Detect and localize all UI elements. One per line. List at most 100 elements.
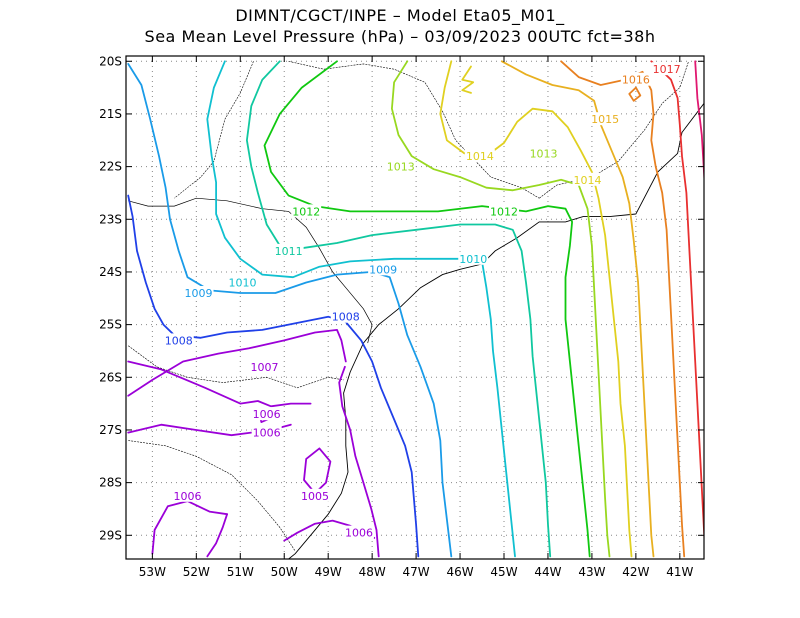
lon-tick-label: 52W: [183, 565, 210, 579]
isobar-1010: [206, 60, 516, 558]
lon-tick-label: 48W: [359, 565, 386, 579]
isobar-label: 1006: [345, 527, 373, 540]
isobar-label-background: [528, 146, 559, 160]
isobar-label-background: [620, 72, 651, 86]
isobar-label: 1013: [387, 161, 415, 174]
isobar-1014: [439, 60, 633, 558]
lon-tick-label: 49W: [315, 565, 342, 579]
lon-tick-label: 44W: [534, 565, 561, 579]
isobar-label-background: [385, 159, 416, 173]
isobar-1012: [263, 60, 591, 558]
lat-tick-label: 29S: [99, 528, 122, 542]
isobar-label-background: [273, 243, 304, 257]
isobar-label-background: [330, 309, 361, 323]
isobar-label-background: [183, 286, 214, 300]
lat-tick-label: 24S: [99, 265, 122, 279]
isobar-label: 1008: [165, 334, 193, 347]
isobar-1014: [461, 65, 475, 94]
lon-tick-label: 43W: [578, 565, 605, 579]
isobar-label-background: [163, 333, 194, 347]
state-border: [174, 61, 254, 199]
lat-tick-label: 21S: [99, 107, 122, 121]
isobar-1005: [303, 447, 332, 495]
isobar-label-background: [489, 204, 520, 218]
lat-tick-label: 28S: [99, 476, 122, 490]
isobar-label-background: [590, 112, 621, 126]
state-border: [539, 61, 689, 199]
isobar-1018: [694, 60, 704, 187]
chart-title-line-1: DIMNT/CGCT/INPE – Model Eta05_M01_: [235, 6, 565, 25]
isobar-1006: [338, 365, 380, 558]
isobar-1006: [206, 513, 228, 558]
isobar-label: 1010: [459, 253, 487, 266]
isobar-label: 1005: [301, 490, 329, 503]
isobar-1015: [500, 60, 655, 558]
isobar-label: 1010: [228, 276, 256, 289]
isobar-label-background: [464, 149, 495, 163]
isobar-labels: 1005 1006 1006 1006 1006 1007 1008 1008 1009 1009…: [163, 62, 682, 540]
lon-tick-label: 46W: [446, 565, 473, 579]
isobar-label-background: [227, 275, 258, 289]
isobar-1016: [628, 86, 642, 102]
isobar-label: 1014: [466, 150, 494, 163]
isobar-label-background: [251, 407, 282, 421]
isobar-label: 1007: [250, 361, 278, 374]
isobar-1006: [127, 360, 312, 408]
isobar-label-background: [300, 488, 331, 502]
border-line: [128, 197, 373, 344]
isobar-1007: [127, 329, 347, 397]
isobar-label-background: [572, 172, 603, 186]
isobar-label-background: [291, 204, 322, 218]
isobar-1016: [560, 60, 686, 558]
lat-tick-label: 20S: [99, 54, 122, 68]
isobar-1013: [391, 60, 611, 558]
isobar-label: 1006: [253, 427, 281, 440]
isobar-label: 1009: [185, 287, 213, 300]
isobar-label: 1012: [490, 205, 518, 218]
lon-tick-label: 42W: [622, 565, 649, 579]
isobar-label: 1015: [591, 113, 619, 126]
isobar-label: 1017: [653, 63, 681, 76]
lat-tick-label: 23S: [99, 212, 122, 226]
lon-tick-label: 51W: [227, 565, 254, 579]
lat-tick-label: 25S: [99, 318, 122, 332]
state-border: [128, 440, 296, 552]
lon-tick-label: 53W: [139, 565, 166, 579]
lon-tick-label: 50W: [271, 565, 298, 579]
isobar-label: 1008: [332, 311, 360, 324]
isobar-label-background: [172, 488, 203, 502]
plot-frame: [125, 55, 705, 560]
coastline: [288, 101, 704, 559]
isobar-1006: [151, 500, 228, 555]
isobar-label: 1012: [292, 205, 320, 218]
grid-lines: [126, 56, 704, 559]
isobar-label: 1009: [369, 263, 397, 276]
isobar-1008: [127, 194, 420, 558]
state-border: [288, 61, 540, 199]
isobar-label-background: [368, 262, 399, 276]
isobar-1017: [650, 60, 704, 549]
lat-tick-label: 22S: [99, 160, 122, 174]
isobar-1009: [127, 63, 453, 558]
lon-tick-label: 45W: [490, 565, 517, 579]
isobar-label-background: [651, 62, 682, 76]
lat-tick-label: 26S: [99, 370, 122, 384]
chart-title-line-2: Sea Mean Level Pressure (hPa) – 03/09/20…: [144, 27, 656, 46]
isobar-label-background: [249, 359, 280, 373]
isobar-1011: [246, 60, 552, 558]
lon-tick-label: 47W: [403, 565, 430, 579]
lat-tick-label: 27S: [99, 423, 122, 437]
isobar-label: 1014: [574, 174, 602, 187]
isobar-label: 1011: [275, 245, 303, 258]
isobar-label-background: [343, 525, 374, 539]
isobar-label: 1006: [253, 408, 281, 421]
lon-tick-label: 41W: [666, 565, 693, 579]
state-border: [128, 345, 344, 389]
axes: 53W 52W 51W 50W 49W 48W 47W 46W 45W 44W 43W 42W 41W 2…: [99, 54, 704, 579]
isobar-label-background: [251, 425, 282, 439]
isobar-label: 1013: [530, 147, 558, 160]
isobar-label: 1006: [174, 490, 202, 503]
geography: [128, 61, 704, 559]
isobar-label: 1016: [622, 74, 650, 87]
